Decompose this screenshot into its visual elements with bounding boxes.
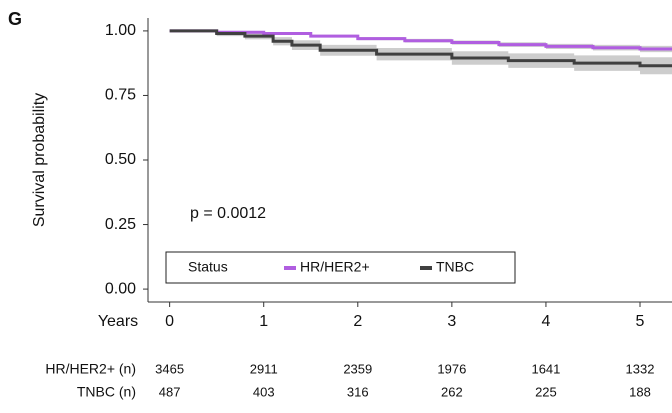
risk-count: 487 (159, 384, 181, 399)
annotation: p = 0.0012 (190, 205, 266, 222)
confidence-band (169, 30, 672, 75)
risk-count: 1641 (531, 361, 560, 376)
risk-count: 3465 (155, 361, 184, 376)
risk-row-label: TNBC (n) (77, 384, 136, 400)
survival-curve (169, 29, 672, 68)
risk-count: 262 (441, 384, 463, 399)
y-tick-label: 0.00 (105, 280, 136, 297)
risk-row-label: HR/HER2+ (n) (45, 361, 136, 377)
legend-title: Status (188, 259, 228, 275)
x-tick-label: 4 (541, 313, 550, 330)
confidence-band (169, 30, 672, 54)
survival-curve (169, 29, 672, 51)
risk-count: 403 (253, 384, 275, 399)
x-tick-label: 5 (636, 313, 645, 330)
risk-count: 316 (347, 384, 369, 399)
risk-count: 2911 (250, 361, 278, 376)
panel-label: G (8, 9, 22, 29)
y-tick-label: 0.50 (105, 151, 136, 168)
x-axis-label: Years (98, 313, 138, 330)
legend-box (165, 251, 516, 284)
bands (169, 30, 672, 75)
risk-count: 225 (535, 384, 557, 399)
curves (169, 29, 672, 68)
y-tick-label: 0.25 (105, 216, 136, 233)
risk-count: 1332 (626, 361, 655, 376)
y-tick-label: 0.75 (105, 87, 136, 104)
x-tick-label: 1 (259, 313, 268, 330)
risk-count: 1976 (437, 361, 466, 376)
risk-count: 2359 (343, 361, 372, 376)
x-tick-label: 3 (447, 313, 456, 330)
x-tick-label: 2 (353, 313, 362, 330)
x-tick-label: 0 (165, 313, 174, 330)
legend-label: HR/HER2+ (300, 259, 370, 275)
risk-count: 188 (629, 384, 651, 399)
y-tick-label: 1.00 (105, 22, 136, 39)
legend-label: TNBC (436, 259, 474, 275)
y-axis-label: Survival probability (31, 93, 48, 227)
